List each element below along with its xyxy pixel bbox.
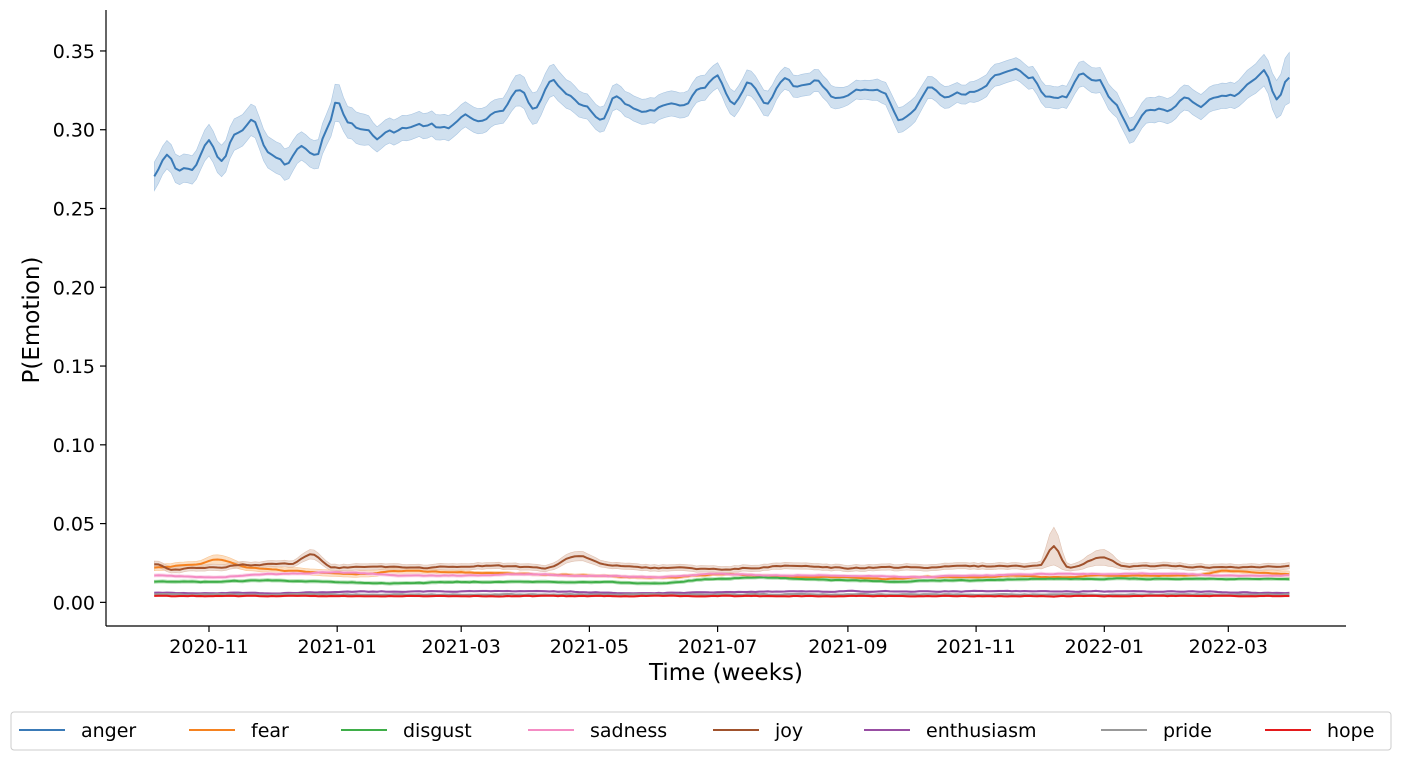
legend-frame (10, 711, 1392, 751)
x-tick-label: 2022-01 (1065, 636, 1144, 658)
band-anger (154, 51, 1290, 192)
y-tick-label: 0.00 (53, 592, 95, 614)
x-tick-label: 2021-09 (808, 636, 887, 658)
legend: anger fear disgust sadness joy enthusiasm prid… (10, 711, 1392, 751)
x-tick-label: 2021-11 (936, 636, 1015, 658)
line-sadness (154, 571, 1290, 579)
x-tick-label: 2021-07 (678, 636, 757, 658)
y-axis-label: P(Emotion) (19, 257, 45, 384)
line-hope (154, 594, 1290, 598)
legend-label-pride: pride (1163, 720, 1212, 742)
y-tick-label: 0.10 (53, 435, 95, 457)
x-tick-label: 2022-03 (1189, 636, 1268, 658)
x-tick-label: 2021-05 (550, 636, 629, 658)
y-tick-label: 0.30 (53, 120, 95, 142)
x-tick-label: 2021-03 (421, 636, 500, 658)
legend-label-fear: fear (251, 720, 289, 742)
y-tick-label: 0.15 (53, 356, 95, 378)
legend-label-sadness: sadness (590, 720, 667, 742)
legend-label-disgust: disgust (403, 720, 472, 742)
band-joy (154, 526, 1290, 574)
x-tick-label: 2021-01 (297, 636, 376, 658)
line-enthusiasm (154, 589, 1290, 595)
x-ticks: 2020-11 2021-01 2021-03 2021-05 2021-07 2021-… (169, 626, 1268, 658)
band-disgust (154, 575, 1290, 586)
y-tick-label: 0.05 (53, 514, 95, 536)
series-lines (153, 67, 1291, 598)
y-ticks: 0.00 0.05 0.10 0.15 0.20 0.25 0.30 0.35 (53, 41, 106, 614)
line-disgust (154, 576, 1290, 585)
legend-label-anger: anger (81, 720, 136, 742)
x-tick-label: 2020-11 (169, 636, 248, 658)
y-tick-label: 0.20 (53, 277, 95, 299)
x-axis-label: Time (weeks) (648, 660, 803, 686)
y-tick-label: 0.25 (53, 199, 95, 221)
line-joy (154, 545, 1290, 571)
legend-label-hope: hope (1327, 720, 1374, 742)
line-pride (154, 592, 1290, 596)
legend-label-enthusiasm: enthusiasm (926, 720, 1037, 742)
line-anger (153, 67, 1291, 177)
y-tick-label: 0.35 (53, 41, 95, 63)
legend-label-joy: joy (774, 720, 803, 742)
